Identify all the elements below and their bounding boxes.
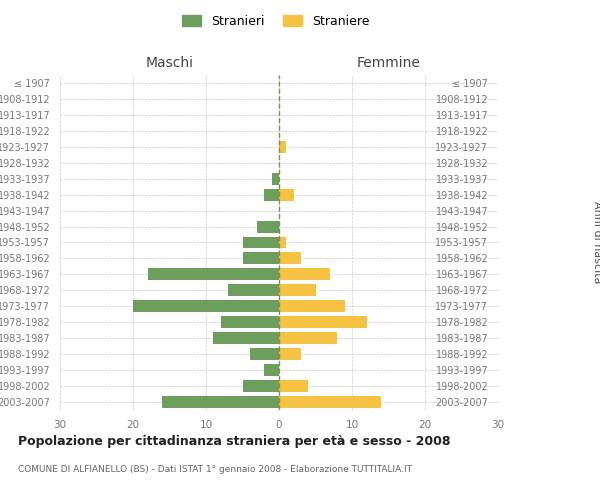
- Bar: [279, 396, 381, 408]
- Bar: [242, 252, 279, 264]
- Bar: [250, 348, 279, 360]
- Bar: [279, 252, 301, 264]
- Bar: [214, 332, 279, 344]
- Bar: [228, 284, 279, 296]
- Bar: [279, 332, 337, 344]
- Bar: [162, 396, 279, 408]
- Bar: [279, 188, 293, 200]
- Bar: [279, 380, 308, 392]
- Bar: [148, 268, 279, 280]
- Bar: [242, 380, 279, 392]
- Text: Femmine: Femmine: [356, 56, 421, 70]
- Text: Popolazione per cittadinanza straniera per età e sesso - 2008: Popolazione per cittadinanza straniera p…: [18, 435, 451, 448]
- Bar: [265, 188, 279, 200]
- Legend: Stranieri, Straniere: Stranieri, Straniere: [179, 11, 373, 32]
- Bar: [279, 300, 344, 312]
- Bar: [279, 141, 286, 153]
- Bar: [257, 220, 279, 232]
- Text: Anni di nascita: Anni di nascita: [592, 201, 600, 284]
- Bar: [242, 236, 279, 248]
- Bar: [221, 316, 279, 328]
- Bar: [279, 268, 330, 280]
- Bar: [272, 172, 279, 184]
- Bar: [133, 300, 279, 312]
- Bar: [279, 316, 367, 328]
- Bar: [265, 364, 279, 376]
- Text: Maschi: Maschi: [145, 56, 193, 70]
- Bar: [279, 284, 316, 296]
- Bar: [279, 236, 286, 248]
- Text: COMUNE DI ALFIANELLO (BS) - Dati ISTAT 1° gennaio 2008 - Elaborazione TUTTITALIA: COMUNE DI ALFIANELLO (BS) - Dati ISTAT 1…: [18, 465, 412, 474]
- Bar: [279, 348, 301, 360]
